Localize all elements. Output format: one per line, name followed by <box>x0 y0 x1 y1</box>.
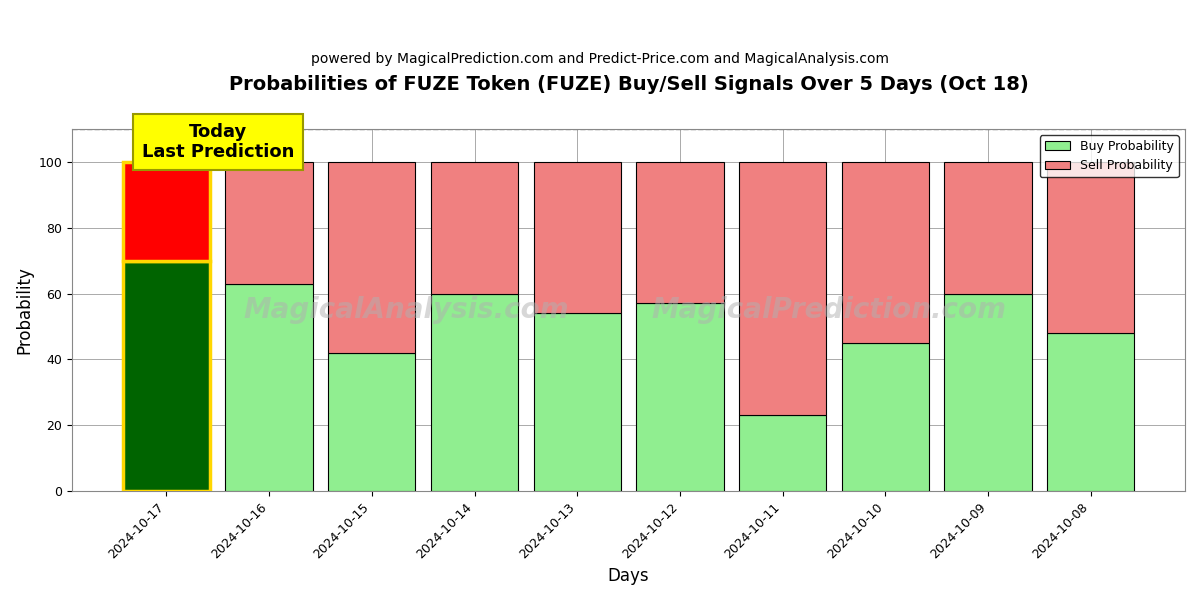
Bar <box>739 162 827 415</box>
Bar <box>534 313 620 491</box>
Bar <box>636 162 724 304</box>
X-axis label: Days: Days <box>607 567 649 585</box>
Bar <box>328 162 415 353</box>
Y-axis label: Probability: Probability <box>16 266 34 354</box>
Bar <box>944 162 1032 293</box>
Bar <box>534 162 620 313</box>
Bar <box>841 343 929 491</box>
Bar <box>122 162 210 260</box>
Bar <box>226 162 313 284</box>
Text: MagicalPrediction.com: MagicalPrediction.com <box>652 296 1007 324</box>
Text: powered by MagicalPrediction.com and Predict-Price.com and MagicalAnalysis.com: powered by MagicalPrediction.com and Pre… <box>311 52 889 66</box>
Text: MagicalAnalysis.com: MagicalAnalysis.com <box>244 296 569 324</box>
Bar <box>1048 162 1134 333</box>
Bar <box>122 260 210 491</box>
Legend: Buy Probability, Sell Probability: Buy Probability, Sell Probability <box>1040 135 1178 178</box>
Title: Probabilities of FUZE Token (FUZE) Buy/Sell Signals Over 5 Days (Oct 18): Probabilities of FUZE Token (FUZE) Buy/S… <box>229 75 1028 94</box>
Bar <box>739 415 827 491</box>
Bar <box>328 353 415 491</box>
Bar <box>841 162 929 343</box>
Bar <box>226 284 313 491</box>
Bar <box>431 293 518 491</box>
Bar <box>1048 333 1134 491</box>
Bar <box>431 162 518 293</box>
Text: Today
Last Prediction: Today Last Prediction <box>142 122 294 161</box>
Bar <box>636 304 724 491</box>
Bar <box>944 293 1032 491</box>
